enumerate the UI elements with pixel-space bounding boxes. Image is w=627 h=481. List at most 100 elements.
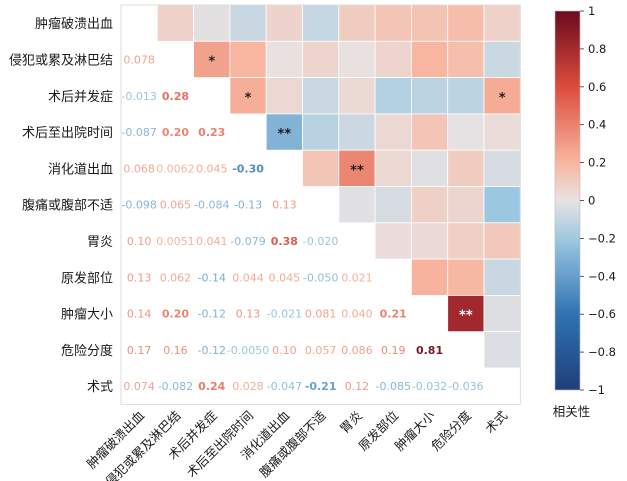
column-label: 危险分度: [428, 407, 474, 453]
heatmap-cell-0-4: [265, 4, 303, 42]
colorbar-tick-label: −0.6: [588, 307, 616, 321]
cell-value-10-5: -0.21: [305, 380, 337, 393]
cell-value-9-5: 0.057: [305, 344, 337, 357]
significance-star-3-4: **: [278, 127, 292, 142]
significance-star-2-10: *: [499, 91, 506, 106]
colorbar-tick-label: 0.6: [588, 80, 606, 94]
row-label: 胃炎: [87, 235, 113, 250]
cell-value-10-1: -0.082: [158, 380, 193, 393]
cell-value-10-4: -0.047: [267, 380, 302, 393]
colorbar-tick-label: −0.8: [588, 345, 616, 359]
heatmap-cell-1-9: [447, 40, 485, 78]
heatmap-cell-1-7: [374, 40, 412, 78]
row-label: 危险分度: [61, 343, 113, 359]
cell-value-5-2: -0.084: [194, 199, 229, 212]
heatmap-cell-4-8: [410, 149, 449, 187]
significance-star-1-2: *: [208, 54, 215, 69]
heatmap-cell-3-4: [265, 113, 303, 151]
heatmap-cell-1-8: [410, 40, 449, 78]
heatmap-cell-2-9: [447, 77, 485, 115]
heatmap-cell-2-8: [410, 77, 449, 115]
heatmap-cell-1-6: [338, 40, 376, 78]
heatmap-cell-5-9: [447, 186, 485, 224]
cell-value-10-3: 0.028: [232, 380, 264, 393]
heatmap-cell-5-7: [374, 186, 412, 224]
cell-value-10-6: 0.12: [345, 380, 370, 393]
heatmap-cell-0-8: [410, 4, 449, 42]
cell-value-5-4: 0.13: [272, 199, 297, 212]
heatmap-cell-4-9: [447, 149, 485, 187]
cell-value-10-0: 0.074: [123, 380, 155, 393]
heatmap-cell-1-10: [483, 40, 521, 78]
heatmap-cell-8-10: [483, 294, 521, 333]
colorbar-tick-label: 0.8: [588, 42, 606, 56]
colorbar-tick-label: −0.2: [588, 231, 616, 245]
column-label: 胃炎: [337, 408, 365, 436]
cell-value-7-1: 0.062: [160, 271, 192, 284]
heatmap-cell-3-7: [374, 113, 412, 151]
colorbar-tick-label: −1: [588, 383, 605, 397]
cell-value-3-1: 0.20: [162, 126, 189, 139]
heatmap-cell-2-10: [483, 77, 521, 115]
heatmap-cell-0-6: [338, 4, 376, 42]
row-label: 侵犯或累及淋巴结: [9, 52, 113, 68]
significance-star-2-3: *: [245, 91, 252, 106]
heatmap-cell-7-8: [410, 258, 449, 296]
cell-value-8-2: -0.12: [198, 308, 226, 321]
heatmap-cell-5-10: [483, 186, 521, 224]
heatmap-cell-9-10: [483, 331, 521, 369]
heatmap-cells: [120, 4, 521, 405]
cell-value-2-1: 0.28: [162, 90, 189, 103]
heatmap-cell-7-9: [447, 258, 485, 296]
cell-value-5-0: -0.098: [121, 199, 156, 212]
heatmap-cell-3-10: [483, 113, 521, 151]
cell-value-10-2: 0.24: [198, 380, 225, 393]
cell-value-4-3: -0.30: [232, 162, 264, 175]
heatmap-frame: [120, 4, 521, 405]
heatmap-cell-5-8: [410, 186, 449, 224]
cell-value-5-1: 0.065: [160, 199, 192, 212]
heatmap-cell-2-4: [265, 77, 303, 115]
cell-value-7-5: -0.050: [303, 271, 338, 284]
row-label: 肿瘤破溃出血: [35, 16, 113, 32]
heatmap-cell-2-6: [338, 77, 376, 115]
cell-value-1-0: 0.078: [123, 53, 155, 66]
colorbar-tick-label: 0: [588, 194, 595, 208]
heatmap-cell-4-6: [338, 149, 376, 187]
cell-value-6-0: 0.10: [127, 235, 152, 248]
row-label: 肿瘤大小: [61, 307, 113, 323]
heatmap-cell-6-7: [374, 222, 412, 260]
colorbar-tick-label: 0.2: [588, 156, 606, 170]
significance-star-4-6: **: [350, 163, 364, 178]
cell-value-4-1: 0.0062: [156, 162, 195, 175]
heatmap-cell-0-5: [302, 4, 340, 42]
row-label: 腹痛或腹部不适: [22, 198, 113, 214]
cell-value-7-6: 0.021: [341, 271, 373, 284]
cell-value-6-1: 0.0051: [156, 235, 195, 248]
row-label: 术后至出院时间: [22, 126, 113, 141]
cell-value-6-3: -0.079: [230, 235, 265, 248]
heatmap-cell-3-9: [447, 113, 485, 151]
cell-value-5-3: -0.13: [234, 199, 262, 212]
cell-value-2-0: -0.013: [121, 90, 156, 103]
heatmap-cell-0-1: [156, 4, 195, 42]
cell-value-6-4: 0.38: [271, 235, 298, 248]
cell-value-9-3: -0.0050: [227, 344, 269, 357]
cell-value-8-5: 0.081: [305, 308, 337, 321]
heatmap-cell-3-5: [302, 113, 340, 151]
cell-value-3-0: -0.087: [121, 126, 156, 139]
colorbar: 1 0.8 0.6 0.4 0.2 0 −0.2 −0.4 −0.6 −0.8 −1 相关性: [553, 4, 616, 419]
cell-value-9-7: 0.19: [381, 344, 406, 357]
cell-value-4-2: 0.045: [196, 162, 228, 175]
colorbar-title: 相关性: [553, 404, 591, 419]
heatmap-cell-2-5: [302, 77, 340, 115]
heatmap-cell-0-2: [193, 4, 231, 42]
heatmap-cell-0-9: [447, 4, 485, 42]
heatmap-cell-6-10: [483, 222, 521, 260]
heatmap-cell-1-4: [265, 40, 303, 78]
cell-value-8-4: -0.021: [267, 308, 302, 321]
cell-value-9-6: 0.086: [341, 344, 373, 357]
cell-value-8-0: 0.14: [127, 308, 152, 321]
heatmap-cell-6-9: [447, 222, 485, 260]
cell-value-8-7: 0.21: [380, 308, 407, 321]
